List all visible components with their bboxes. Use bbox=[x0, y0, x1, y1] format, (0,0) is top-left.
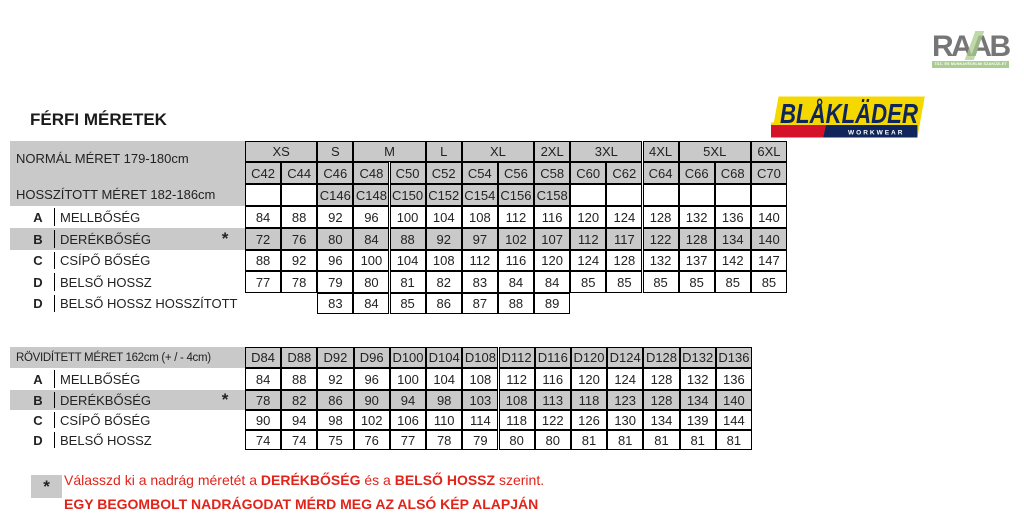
svg-text:BLÅKLÄDER: BLÅKLÄDER bbox=[780, 98, 919, 129]
svg-text:WORKWEAR: WORKWEAR bbox=[848, 130, 904, 137]
